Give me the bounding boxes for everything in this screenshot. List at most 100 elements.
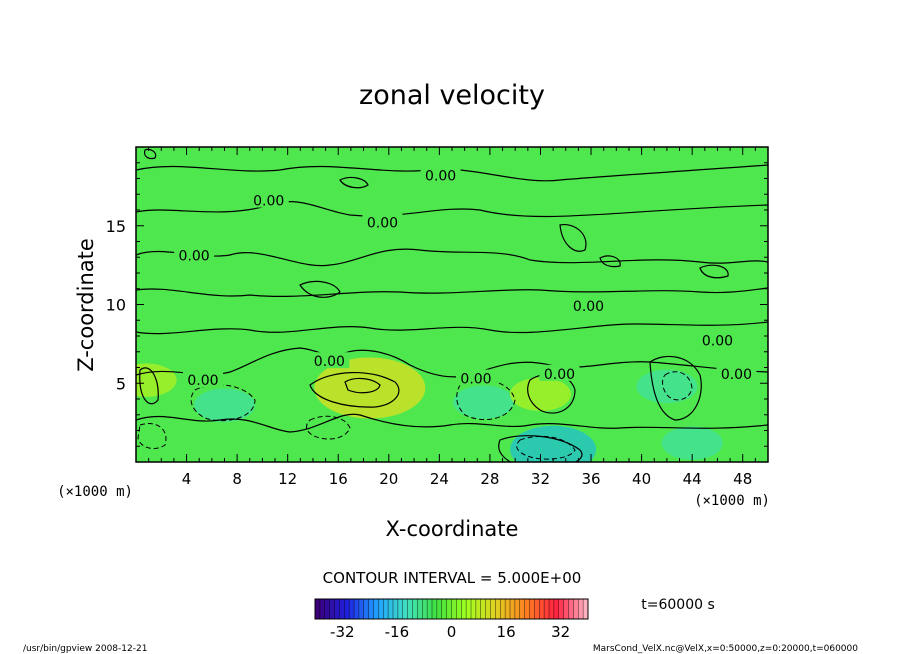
contour-label: 0.00 xyxy=(314,354,345,370)
contour-line xyxy=(136,248,768,267)
contour-line xyxy=(344,377,381,394)
contour-label-bg xyxy=(456,369,497,386)
contour-line xyxy=(339,176,369,189)
contour-label: 0.00 xyxy=(573,299,604,315)
contour-interval: CONTOUR INTERVAL = 5.000E+00 xyxy=(323,569,582,587)
colorbar-cell xyxy=(436,599,443,619)
x-tick-label: 12 xyxy=(278,470,297,488)
colorbar-cell xyxy=(578,599,584,619)
contour-label: 0.00 xyxy=(425,168,456,184)
colorbar-tick-label: 16 xyxy=(497,623,516,641)
colorbar-cell xyxy=(407,599,413,619)
footer-left: /usr/bin/gpview 2008-12-21 xyxy=(23,644,147,654)
contour-line xyxy=(139,367,159,405)
contour-line xyxy=(143,148,157,160)
colorbar-ticks: -32 -16 0 16 32 xyxy=(330,623,570,641)
contour-label: 0.00 xyxy=(702,334,733,350)
field-min xyxy=(453,385,515,419)
colorbar-cell xyxy=(378,599,384,619)
colorbar-cell xyxy=(456,599,462,619)
colorbar-cell xyxy=(500,599,506,619)
colorbar-cell xyxy=(402,599,409,619)
field-max xyxy=(509,377,571,412)
colorbar-cell xyxy=(534,599,540,619)
colorbar-cell xyxy=(514,599,521,619)
x-tick-label: 48 xyxy=(733,470,752,488)
contour-line xyxy=(649,355,702,421)
colorbar-cell xyxy=(568,599,574,619)
contour-label: 0.00 xyxy=(460,372,491,388)
colorbar-cell xyxy=(563,599,569,619)
contour-line xyxy=(190,384,256,422)
contour-label-bg xyxy=(362,213,403,230)
colorbar-cell xyxy=(358,599,365,619)
colorbar-cell xyxy=(417,599,423,619)
colorbar-cell xyxy=(475,599,482,619)
contour-label-bg xyxy=(182,371,223,388)
colorbar-cell xyxy=(315,599,321,619)
y-axis: 5 10 15 xyxy=(106,162,768,447)
contour-label: 0.00 xyxy=(187,373,218,389)
contour-label-bg xyxy=(248,191,289,208)
colorbar-cell xyxy=(466,599,472,619)
x-tick-label: 4 xyxy=(182,470,192,488)
y-tick-label: 15 xyxy=(106,217,126,236)
field-min xyxy=(510,425,597,462)
colorbar-cell xyxy=(339,599,345,619)
x-axis-label: X-coordinate xyxy=(386,517,519,541)
colorbar-cell xyxy=(573,599,579,619)
time-label: t=60000 s xyxy=(641,597,715,613)
colorbar-cell xyxy=(349,599,355,619)
contour-label-bg xyxy=(420,166,461,183)
colorbar-cell xyxy=(485,599,491,619)
colorbar-tick-label: -32 xyxy=(330,623,355,641)
colorbar-cell xyxy=(461,599,467,619)
contour-label: 0.00 xyxy=(721,367,752,383)
x-tick-label: 44 xyxy=(683,470,702,488)
colorbar-cell xyxy=(383,599,389,619)
contour-label-bg xyxy=(568,297,609,314)
contour-label: 0.00 xyxy=(367,216,398,232)
colorbar-cell xyxy=(544,599,550,619)
colorbar-cell xyxy=(373,599,379,619)
x-tick-label: 40 xyxy=(632,470,651,488)
colorbar-cell xyxy=(529,599,535,619)
contour-line xyxy=(559,223,587,252)
colorbar-cell xyxy=(441,599,448,619)
contour-line xyxy=(309,372,400,408)
plot-field: 0.00 0.00 0.00 0.00 0.00 0.00 0.00 0.00 0.00 0.00… xyxy=(136,147,768,462)
x-tick-label: 8 xyxy=(232,470,242,488)
y-tick-label: 10 xyxy=(106,296,126,315)
colorbar-frame xyxy=(314,598,589,620)
contour-line xyxy=(136,287,768,297)
colorbar-cell xyxy=(553,599,560,619)
colorbar-cell xyxy=(388,599,394,619)
contour-label: 0.00 xyxy=(544,367,575,383)
contour-line xyxy=(662,371,693,401)
colorbar-cell xyxy=(558,599,565,619)
contour-label-bg xyxy=(539,364,580,381)
colorbar-cell xyxy=(319,599,326,619)
x-unit-left: (×1000 m) xyxy=(57,484,133,500)
colorbar-cell xyxy=(412,599,418,619)
colorbar-cell xyxy=(368,599,374,619)
colorbar-cell xyxy=(363,599,370,619)
colorbar-cell xyxy=(354,599,360,619)
contour-label-bg xyxy=(309,352,350,369)
x-tick-label: 16 xyxy=(329,470,348,488)
contour-labels: 0.00 0.00 0.00 0.00 0.00 0.00 0.00 0.00 0.00 0.00… xyxy=(174,166,757,389)
colorbar-cell xyxy=(334,599,340,619)
x-tick-label: 32 xyxy=(531,470,550,488)
colorbar-tick-label: -16 xyxy=(385,623,410,641)
colorbar-cell xyxy=(519,599,526,619)
colorbar-cell xyxy=(510,599,516,619)
colorbar-cell xyxy=(539,599,545,619)
contour-label-bg xyxy=(174,246,215,263)
colorbar-cell xyxy=(451,599,457,619)
x-unit-right: (×1000 m) xyxy=(694,493,770,509)
colorbar-cell xyxy=(427,599,433,619)
colorbar-cell xyxy=(549,599,555,619)
colorbar-cell xyxy=(490,599,496,619)
x-tick-label: 28 xyxy=(480,470,499,488)
